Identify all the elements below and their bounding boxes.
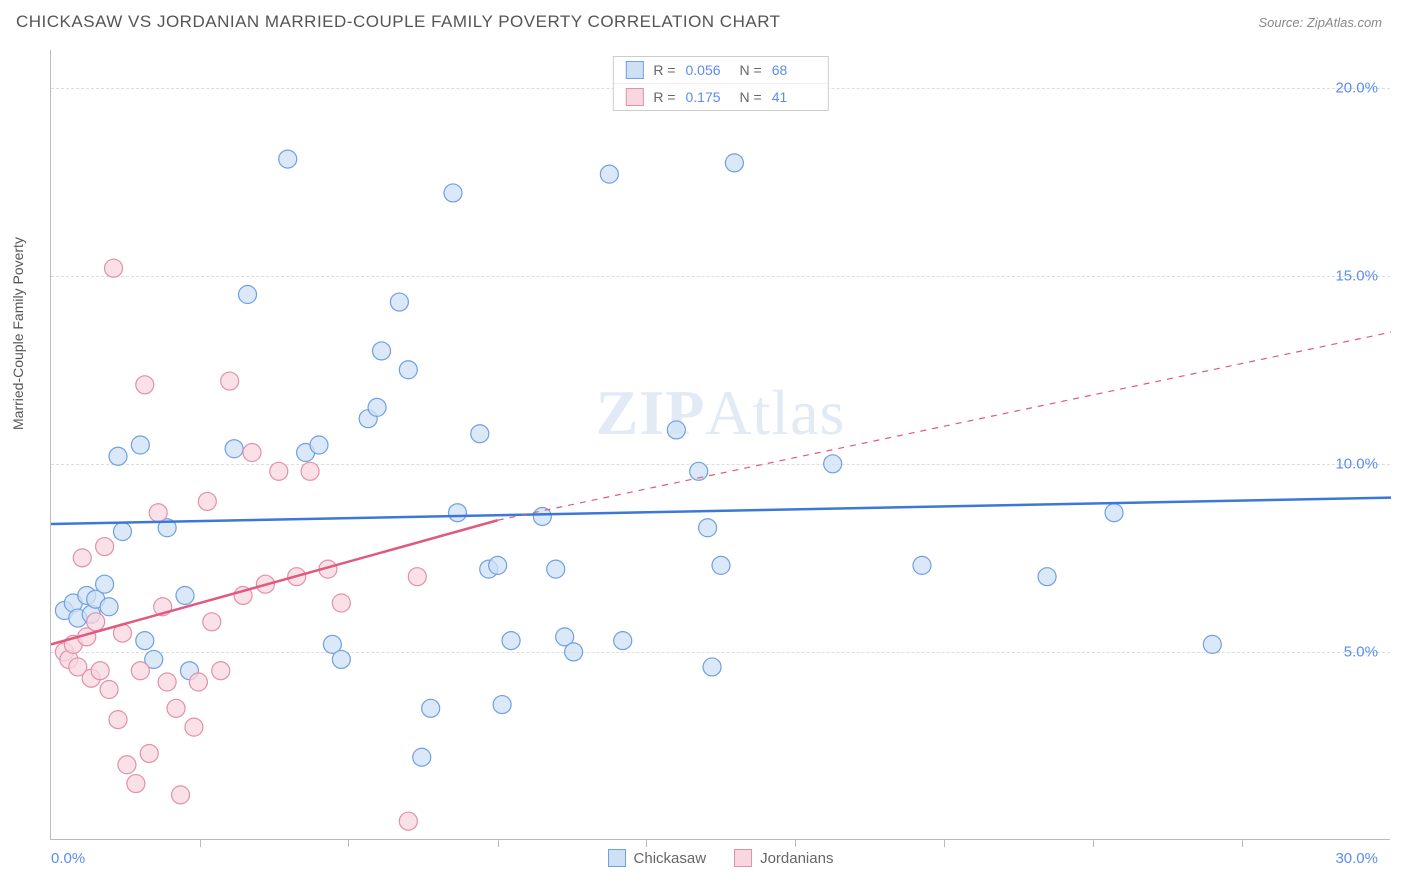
n-value: 68 — [772, 62, 816, 78]
x-tick — [1093, 839, 1094, 847]
legend-swatch — [734, 849, 752, 867]
x-tick-label: 0.0% — [51, 850, 85, 867]
r-label: R = — [653, 62, 675, 78]
legend-row: R = 0.056 N = 68 — [613, 57, 827, 83]
x-tick — [498, 839, 499, 847]
legend-item: Jordanians — [734, 849, 833, 867]
r-value: 0.056 — [686, 62, 730, 78]
x-tick — [348, 839, 349, 847]
chart-title: CHICKASAW VS JORDANIAN MARRIED-COUPLE FA… — [16, 12, 781, 32]
chart-plot-area: ZIPAtlas R = 0.056 N = 68 R = 0.175 N = … — [50, 50, 1390, 840]
x-tick — [646, 839, 647, 847]
x-tick — [1242, 839, 1243, 847]
x-tick — [795, 839, 796, 847]
n-label: N = — [740, 89, 762, 105]
y-axis-label: Married-Couple Family Poverty — [10, 237, 26, 430]
legend-swatch — [608, 849, 626, 867]
r-label: R = — [653, 89, 675, 105]
legend-swatch — [625, 61, 643, 79]
legend-item: Chickasaw — [608, 849, 707, 867]
legend-row: R = 0.175 N = 41 — [613, 83, 827, 110]
x-tick — [200, 839, 201, 847]
legend-swatch — [625, 88, 643, 106]
chart-header: CHICKASAW VS JORDANIAN MARRIED-COUPLE FA… — [0, 0, 1406, 40]
scatter-svg — [51, 50, 1390, 839]
chart-source: Source: ZipAtlas.com — [1258, 15, 1382, 30]
correlation-legend: R = 0.056 N = 68 R = 0.175 N = 41 — [612, 56, 828, 111]
legend-label: Jordanians — [760, 850, 833, 867]
n-label: N = — [740, 62, 762, 78]
r-value: 0.175 — [686, 89, 730, 105]
x-tick — [944, 839, 945, 847]
legend-label: Chickasaw — [634, 850, 707, 867]
n-value: 41 — [772, 89, 816, 105]
series-legend: Chickasaw Jordanians — [608, 849, 834, 867]
x-tick-label: 30.0% — [1335, 850, 1378, 867]
